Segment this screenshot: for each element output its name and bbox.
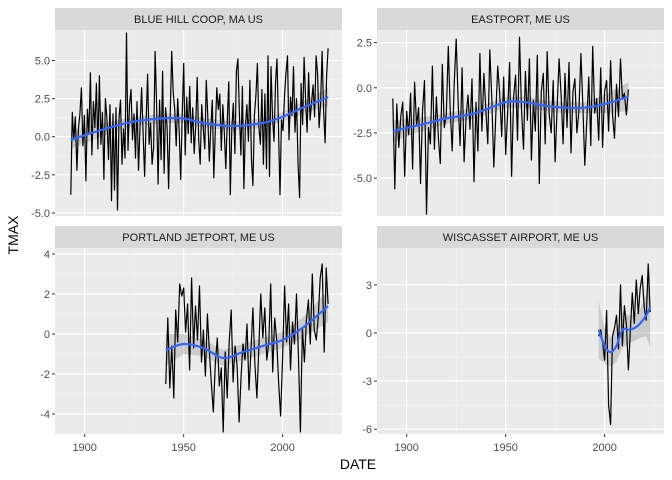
facet-panel: WISCASSET AIRPORT, ME US -6 -3 0 3 1900 1950 20… [362, 226, 664, 454]
y-tick-label: 2 [44, 289, 50, 301]
tmax-series-line [70, 32, 329, 211]
facet-title: WISCASSET AIRPORT, ME US [443, 232, 598, 244]
smooth-trend-line [597, 306, 652, 354]
smooth-trend-line [165, 305, 329, 360]
x-axis-title: DATE [340, 456, 376, 472]
y-axis-title: TMAX [5, 215, 21, 255]
x-tick-label: 1900 [394, 442, 418, 454]
y-tick-label: -5.0 [353, 173, 372, 185]
y-tick-label: 0 [366, 328, 372, 340]
x-tick-label: 1950 [493, 442, 517, 454]
facet-title: BLUE HILL COOP, MA US [134, 14, 263, 26]
y-tick-label: 0 [44, 329, 50, 341]
facet-panel: EASTPORT, ME US -5.0 -2.5 0.0 2.5 [353, 8, 664, 216]
y-tick-label: -2.5 [31, 170, 50, 182]
facet-strip [55, 226, 342, 248]
smooth-trend-line [392, 95, 629, 133]
confidence-band [392, 82, 629, 142]
facet-strip [377, 8, 664, 30]
x-tick-label: 1900 [72, 442, 96, 454]
tmax-series-line [392, 36, 629, 215]
facet-panel: PORTLAND JETPORT, ME US -4 -2 0 2 4 1900 1950 20… [40, 226, 342, 454]
facet-strip [55, 8, 342, 30]
x-tick-label: 1950 [171, 442, 195, 454]
y-tick-label: 2.5 [35, 94, 50, 106]
y-tick-label: -2.5 [353, 128, 372, 140]
smooth-trend-line [70, 96, 329, 141]
x-tick-label: 2000 [592, 442, 616, 454]
y-tick-label: -4 [40, 409, 50, 421]
y-tick-label: 4 [44, 249, 50, 261]
tmax-series-line [598, 263, 651, 425]
x-tick-label: 2000 [270, 442, 294, 454]
panel-background [377, 248, 664, 434]
y-tick-label: 3 [366, 280, 372, 292]
confidence-band [70, 87, 329, 149]
y-tick-label: -6 [362, 424, 372, 436]
facet-panel: BLUE HILL COOP, MA US -5.0 -2.5 0.0 2.5 5.0 [31, 8, 342, 220]
facet-title: EASTPORT, ME US [471, 14, 570, 26]
y-tick-label: 5.0 [35, 55, 50, 67]
facet-strip [377, 226, 664, 248]
y-tick-label: -5.0 [31, 208, 50, 220]
y-tick-label: 2.5 [357, 38, 372, 50]
y-tick-label: -2 [40, 369, 50, 381]
y-tick-label: 0.0 [357, 83, 372, 95]
panel-group: BLUE HILL COOP, MA US -5.0 -2.5 0.0 2.5 5.0 EA… [31, 8, 664, 454]
tmax-series-line [165, 263, 329, 433]
facet-title: PORTLAND JETPORT, ME US [122, 232, 274, 244]
y-tick-label: 0.0 [35, 132, 50, 144]
y-tick-label: -3 [362, 376, 372, 388]
